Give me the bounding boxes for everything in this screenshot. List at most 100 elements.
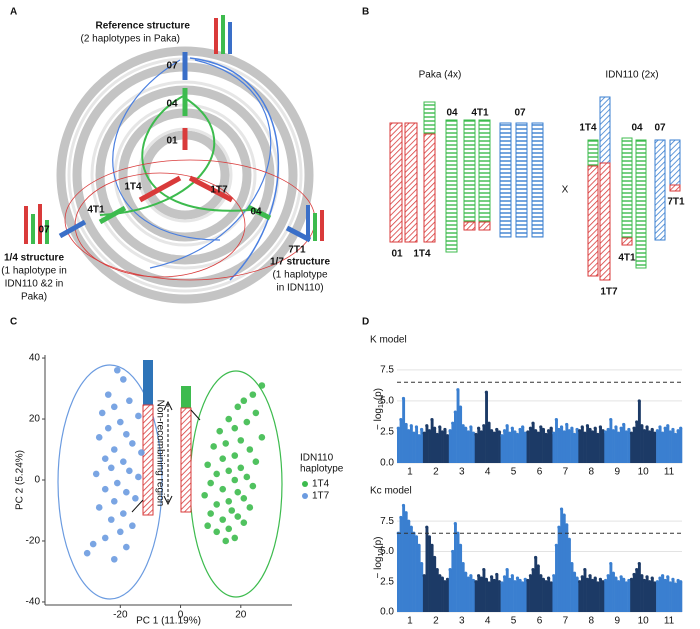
- chromosome-bar: [478, 119, 491, 223]
- structure-14-label: (1 haplotype in: [1, 266, 67, 277]
- snp-point: [399, 515, 403, 520]
- snp-column: [529, 575, 533, 612]
- snp-point: [435, 432, 439, 437]
- snp-point: [611, 429, 615, 433]
- snp-column: [485, 579, 488, 612]
- snp-column: [428, 430, 431, 463]
- scatter-point: [135, 473, 142, 481]
- snp-column: [422, 575, 426, 612]
- x-tick-label: 4: [485, 467, 491, 478]
- snp-point: [598, 577, 602, 581]
- snp-point: [580, 575, 584, 579]
- snp-point: [414, 535, 419, 539]
- scatter-point: [107, 464, 115, 472]
- snp-point: [653, 581, 657, 585]
- snp-point: [593, 426, 597, 430]
- snp-column: [479, 578, 483, 612]
- snp-column: [643, 430, 647, 463]
- snp-point: [409, 424, 413, 428]
- scatter-point: [210, 443, 217, 450]
- scatter-point: [110, 555, 118, 563]
- snp-column: [573, 573, 577, 612]
- x-tick-label: 8: [589, 467, 595, 478]
- snp-point: [440, 576, 444, 580]
- snp-point: [562, 513, 566, 517]
- x-tick-label: 3: [459, 616, 465, 627]
- annotation: Non-recombining region: [154, 400, 165, 507]
- snp-column: [679, 428, 683, 463]
- scatter-point: [240, 494, 248, 502]
- scatter-point: [101, 534, 109, 542]
- chromosome-bar: [669, 184, 681, 192]
- x-tick-label: 9: [614, 467, 620, 478]
- scatter-point: [101, 485, 109, 493]
- y-tick-label: 0: [34, 475, 40, 486]
- snp-column: [529, 428, 533, 463]
- snp-point: [676, 429, 680, 433]
- scatter-point: [123, 430, 130, 438]
- snp-point: [458, 543, 463, 547]
- snp-column: [663, 428, 667, 463]
- snp-point: [461, 561, 465, 566]
- snp-column: [451, 423, 455, 463]
- snp-column: [625, 431, 628, 463]
- segment-label: 07: [166, 61, 178, 72]
- snp-column: [511, 575, 514, 612]
- snp-column: [402, 505, 406, 612]
- snp-point: [534, 429, 538, 433]
- snp-column: [438, 427, 442, 463]
- snp-point: [539, 574, 543, 578]
- scatter-point: [104, 424, 112, 432]
- snp-point: [544, 580, 548, 584]
- snp-point: [479, 430, 483, 434]
- snp-column: [461, 563, 465, 612]
- snp-column: [521, 427, 525, 463]
- snp-point: [432, 555, 437, 560]
- snp-point: [601, 429, 605, 433]
- snp-point: [427, 429, 431, 433]
- snp-point: [505, 424, 509, 428]
- snp-point: [456, 388, 460, 392]
- snp-point: [596, 432, 600, 437]
- snp-point: [629, 431, 634, 435]
- snp-column: [446, 435, 450, 463]
- snp-column: [500, 582, 504, 612]
- snp-column: [560, 509, 564, 612]
- snp-column: [454, 412, 457, 463]
- snp-column: [472, 580, 476, 612]
- snp-point: [430, 543, 434, 547]
- x-tick-label: 7: [563, 467, 569, 478]
- snp-column: [619, 428, 623, 463]
- snp-point: [502, 429, 507, 433]
- scatter-point: [252, 458, 260, 466]
- snp-point: [445, 577, 450, 581]
- snp-column: [601, 581, 605, 612]
- snp-column: [555, 419, 558, 463]
- snp-point: [642, 578, 647, 583]
- karyotype-title: Paka (4x): [419, 70, 462, 81]
- y-tick-label: 20: [29, 414, 41, 425]
- snp-column: [443, 429, 447, 463]
- y-axis-label: PC 2 (5.24%): [15, 450, 26, 510]
- snp-point: [552, 431, 556, 435]
- snp-column: [531, 423, 535, 463]
- snp-point: [510, 426, 514, 430]
- snp-point: [487, 581, 491, 585]
- scatter-point: [234, 513, 242, 520]
- snp-point: [668, 430, 672, 434]
- snp-column: [645, 427, 649, 463]
- snp-point: [513, 430, 517, 434]
- snp-column: [591, 580, 595, 612]
- snp-column: [609, 419, 613, 463]
- snp-point: [497, 580, 501, 584]
- x-tick-label: 1: [407, 616, 413, 627]
- x-tick-label: 10: [638, 467, 650, 478]
- snp-point: [453, 521, 457, 526]
- snp-point: [464, 571, 468, 575]
- snp-column: [441, 578, 444, 612]
- snp-column: [492, 580, 496, 612]
- snp-point: [492, 578, 496, 583]
- snp-column: [521, 582, 525, 612]
- snp-point: [500, 434, 504, 438]
- snp-column: [399, 419, 403, 463]
